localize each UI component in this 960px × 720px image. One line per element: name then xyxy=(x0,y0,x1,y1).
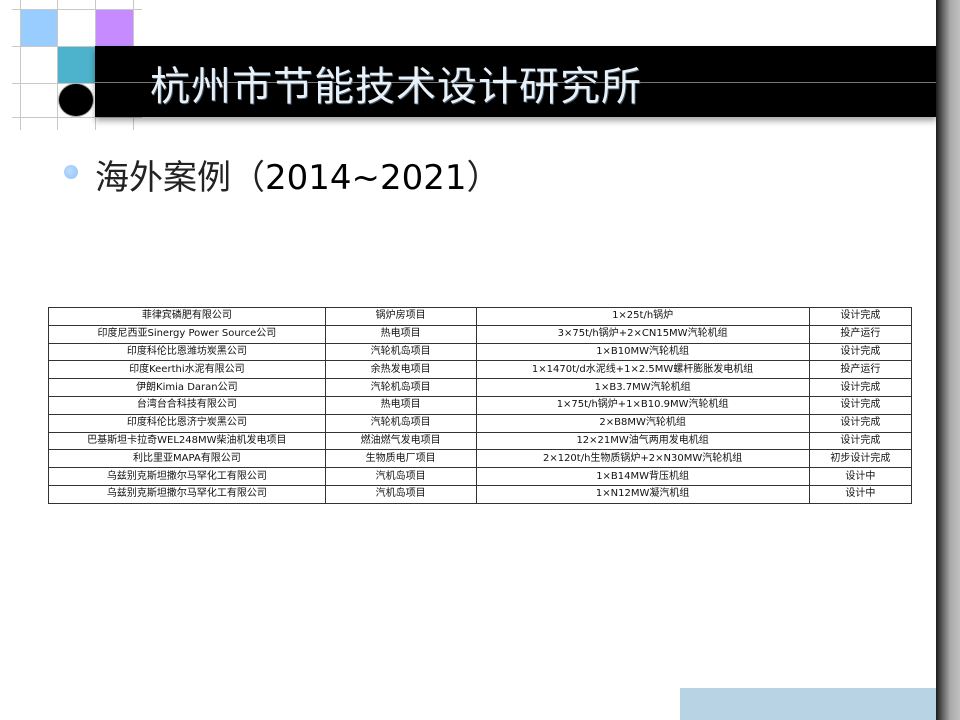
table-row: 乌兹别克斯坦撒尔马罕化工有限公司 汽机岛项目 1×B14MW背压机组 设计中 xyxy=(48,467,913,486)
project-type-cell: 汽轮机岛项目 xyxy=(324,413,477,433)
status-cell: 初步设计完成 xyxy=(808,449,913,469)
project-type-cell: 燃油燃气发电项目 xyxy=(324,431,477,451)
status-cell: 设计完成 xyxy=(808,342,913,362)
table-row: 巴基斯坦卡拉奇WEL248MW柴油机发电项目 燃油燃气发电项目 12×21MW油气两… xyxy=(48,431,913,451)
project-type-cell: 热电项目 xyxy=(324,395,477,415)
grid-line xyxy=(57,0,58,130)
company-cell: 印度Keerthi水泥有限公司 xyxy=(48,360,326,380)
scale-cell: 1×N12MW凝汽机组 xyxy=(475,484,810,504)
status-cell: 设计中 xyxy=(808,484,913,504)
company-cell: 印度科伦比恩潍坊炭黑公司 xyxy=(48,342,326,362)
teal-square xyxy=(58,47,95,83)
status-cell: 设计完成 xyxy=(808,378,913,397)
company-cell: 台湾台合科技有限公司 xyxy=(48,395,326,415)
table-row: 印度尼西亚Sinergy Power Source公司 热电项目 3×75t/h锅炉… xyxy=(48,324,913,344)
scale-cell: 1×1470t/d水泥线+1×2.5MW螺杆膨胀发电机组 xyxy=(475,360,810,380)
scale-cell: 3×75t/h锅炉+2×CN15MW汽轮机组 xyxy=(475,324,810,344)
right-edge-bar xyxy=(936,0,960,720)
status-cell: 设计中 xyxy=(808,467,913,486)
scale-cell: 1×25t/h锅炉 xyxy=(475,307,810,326)
section-heading: 海外案例（2014~2021） xyxy=(95,150,501,199)
status-cell: 投产运行 xyxy=(808,324,913,344)
overseas-cases-table: 菲律宾磷肥有限公司 锅炉房项目 1×25t/h锅炉 设计完成 印度尼西亚Sinergy … xyxy=(48,307,913,504)
heading-close: ） xyxy=(466,158,501,198)
light-blue-square xyxy=(21,10,57,46)
project-type-cell: 生物质电厂项目 xyxy=(324,449,477,469)
heading-text: 海外案例（ xyxy=(95,158,265,198)
black-circle xyxy=(58,83,94,117)
status-cell: 设计完成 xyxy=(808,395,913,415)
company-cell: 乌兹别克斯坦撒尔马罕化工有限公司 xyxy=(48,467,326,486)
scale-cell: 1×75t/h锅炉+1×B10.9MW汽轮机组 xyxy=(475,395,810,415)
page-title: 杭州市节能技术设计研究所 xyxy=(150,64,642,110)
table-row: 菲律宾磷肥有限公司 锅炉房项目 1×25t/h锅炉 设计完成 xyxy=(48,307,913,326)
heading-years: 2014~2021 xyxy=(265,158,467,198)
grid-line xyxy=(20,0,21,130)
table-row: 印度Keerthi水泥有限公司 余热发电项目 1×1470t/d水泥线+1×2.5M… xyxy=(48,360,913,380)
table-row: 伊朗Kimia Daran公司 汽轮机岛项目 1×B3.7MW汽轮机组 设计完成 xyxy=(48,378,913,397)
scale-cell: 2×B8MW汽轮机组 xyxy=(475,413,810,433)
scale-cell: 12×21MW油气两用发电机组 xyxy=(475,431,810,451)
scale-cell: 1×B14MW背压机组 xyxy=(475,467,810,486)
company-cell: 伊朗Kimia Daran公司 xyxy=(48,378,326,397)
status-cell: 投产运行 xyxy=(808,360,913,380)
project-type-cell: 热电项目 xyxy=(324,324,477,344)
table-row: 利比里亚MAPA有限公司 生物质电厂项目 2×120t/h生物质锅炉+2×N30MW… xyxy=(48,449,913,469)
table-row: 印度科伦比恩潍坊炭黑公司 汽轮机岛项目 1×B10MW汽轮机组 设计完成 xyxy=(48,342,913,362)
scale-cell: 1×B3.7MW汽轮机组 xyxy=(475,378,810,397)
project-type-cell: 汽轮机岛项目 xyxy=(324,378,477,397)
purple-square xyxy=(96,10,133,46)
grid-line xyxy=(12,9,142,10)
table-row: 台湾台合科技有限公司 热电项目 1×75t/h锅炉+1×B10.9MW汽轮机组 设计完… xyxy=(48,395,913,415)
grid-line xyxy=(12,46,142,47)
company-cell: 印度科伦比恩济宁炭黑公司 xyxy=(48,413,326,433)
scale-cell: 2×120t/h生物质锅炉+2×N30MW汽轮机组 xyxy=(475,449,810,469)
company-cell: 乌兹别克斯坦撒尔马罕化工有限公司 xyxy=(48,484,326,504)
grid-line xyxy=(12,117,142,118)
company-cell: 巴基斯坦卡拉奇WEL248MW柴油机发电项目 xyxy=(48,431,326,451)
status-cell: 设计完成 xyxy=(808,413,913,433)
project-type-cell: 汽机岛项目 xyxy=(324,467,477,486)
title-bar xyxy=(95,46,937,117)
project-type-cell: 汽轮机岛项目 xyxy=(324,342,477,362)
project-type-cell: 锅炉房项目 xyxy=(324,307,477,326)
company-cell: 利比里亚MAPA有限公司 xyxy=(48,449,326,469)
project-type-cell: 余热发电项目 xyxy=(324,360,477,380)
status-cell: 设计完成 xyxy=(808,431,913,451)
project-type-cell: 汽机岛项目 xyxy=(324,484,477,504)
bottom-accent-block xyxy=(680,688,936,720)
company-cell: 印度尼西亚Sinergy Power Source公司 xyxy=(48,324,326,344)
table-row: 印度科伦比恩济宁炭黑公司 汽轮机岛项目 2×B8MW汽轮机组 设计完成 xyxy=(48,413,913,433)
status-cell: 设计完成 xyxy=(808,307,913,326)
company-cell: 菲律宾磷肥有限公司 xyxy=(48,307,326,326)
table-row: 乌兹别克斯坦撒尔马罕化工有限公司 汽机岛项目 1×N12MW凝汽机组 设计中 xyxy=(48,484,913,504)
scale-cell: 1×B10MW汽轮机组 xyxy=(475,342,810,362)
title-bar-divider xyxy=(95,82,937,83)
bullet-icon xyxy=(64,165,78,179)
